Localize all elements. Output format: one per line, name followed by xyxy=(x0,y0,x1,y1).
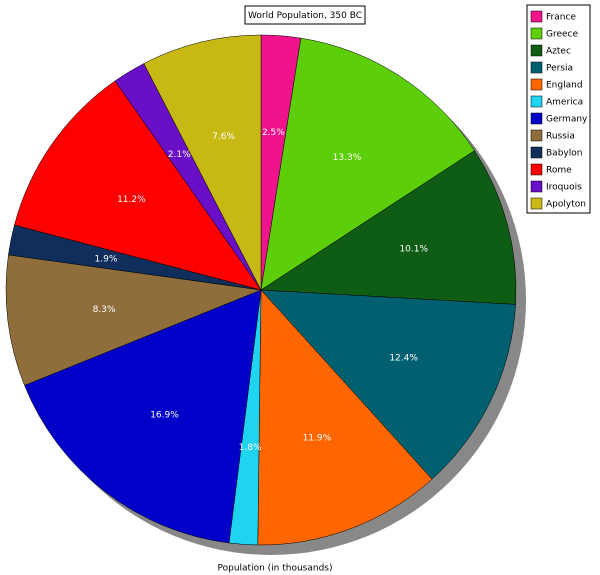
pie-slice xyxy=(260,150,517,305)
legend-label: Apolyton xyxy=(546,200,586,210)
legend-swatch xyxy=(530,61,543,74)
legend-swatch xyxy=(530,180,543,193)
data-label: 12.4% xyxy=(389,354,418,364)
legend-label: Babylon xyxy=(546,149,582,159)
legend-label: Greece xyxy=(546,30,578,40)
legend-swatch xyxy=(530,27,543,40)
data-label: 2.1% xyxy=(168,150,191,160)
legend-swatch xyxy=(530,163,543,176)
data-label: 7.6% xyxy=(212,132,235,142)
legend-label: France xyxy=(546,13,576,23)
data-label: 11.2% xyxy=(117,195,146,205)
data-label: 2.5% xyxy=(262,128,285,138)
legend-label: Rome xyxy=(546,166,572,176)
legend-swatch xyxy=(530,78,543,91)
legend-swatch xyxy=(530,197,543,210)
pie-slice xyxy=(5,254,262,386)
legend-swatch xyxy=(530,95,543,108)
data-label: 1.8% xyxy=(239,443,262,453)
chart-title: World Population, 350 BC xyxy=(248,11,362,21)
pie-slice xyxy=(14,80,262,291)
legend-swatch xyxy=(530,112,543,125)
data-label: 11.9% xyxy=(303,433,332,443)
pie-slice xyxy=(24,289,262,544)
title-box xyxy=(244,5,366,25)
legend-label: Iroquois xyxy=(546,183,582,193)
legend-swatch xyxy=(530,10,543,23)
data-label: 16.9% xyxy=(150,411,179,421)
legend-swatch xyxy=(530,146,543,159)
x-axis-label: Population (in thousands) xyxy=(218,564,333,574)
legend-swatch xyxy=(530,44,543,57)
legend-label: Germany xyxy=(546,115,588,125)
data-label: 10.1% xyxy=(399,245,428,255)
pie-slice xyxy=(260,289,516,480)
legend-label: Persia xyxy=(546,64,573,74)
legend-label: America xyxy=(546,98,583,108)
data-label: 8.3% xyxy=(93,305,116,315)
pie-slice xyxy=(260,37,475,291)
pie-slice xyxy=(143,34,262,291)
data-label: 1.9% xyxy=(95,254,118,264)
legend-label: Aztec xyxy=(546,47,571,57)
data-label: 13.3% xyxy=(333,153,362,163)
pie-slice xyxy=(257,289,433,546)
legend-label: England xyxy=(546,81,583,91)
legend-swatch xyxy=(530,129,543,142)
legend xyxy=(526,4,591,214)
legend-label: Russia xyxy=(546,132,575,142)
